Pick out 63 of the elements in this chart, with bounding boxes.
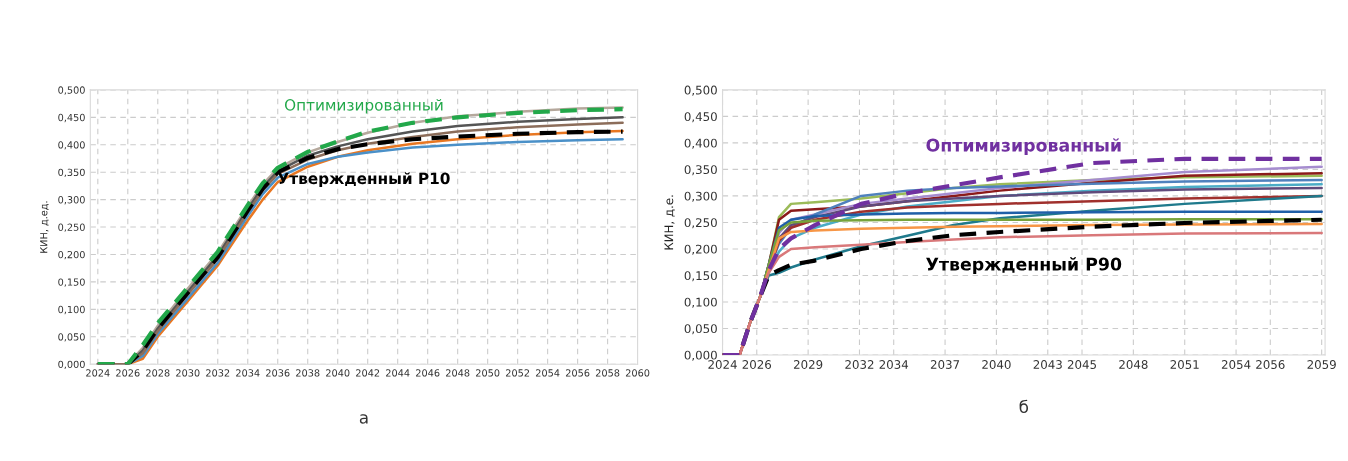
x-tick-label: 2040 — [326, 369, 350, 377]
y-tick-label: 0,000 — [684, 350, 717, 361]
x-tick-label: 2059 — [1307, 360, 1336, 369]
x-tick-label: 2045 — [1067, 360, 1096, 369]
x-tick-label: 2050 — [476, 369, 500, 377]
y-axis-title: КИН, д.е. — [664, 195, 675, 250]
y-tick-label: 0,300 — [58, 196, 85, 205]
x-tick-label: 2060 — [625, 369, 650, 377]
x-tick-label: 2046 — [416, 369, 440, 377]
y-tick-label: 0,450 — [58, 113, 85, 123]
x-tick-label: 2024 — [708, 360, 737, 369]
y-tick-label: 0,400 — [58, 141, 85, 150]
x-tick-label: 2036 — [266, 369, 290, 377]
x-tick-label: 2026 — [116, 369, 140, 377]
x-tick-label: 2026 — [742, 360, 772, 369]
x-tick-label: 2032 — [206, 369, 230, 377]
x-tick-label: 2032 — [845, 360, 874, 369]
y-tick-label: 0,350 — [58, 168, 85, 178]
y-tick-label: 0,450 — [684, 112, 717, 123]
x-tick-label: 2040 — [982, 360, 1011, 369]
y-tick-label: 0,500 — [684, 85, 717, 96]
x-tick-label: 2048 — [1119, 360, 1148, 369]
y-tick-label: 0,100 — [58, 305, 85, 315]
y-tick-label: 0,500 — [58, 86, 85, 95]
text: б — [1019, 399, 1029, 413]
x-tick-label: 2056 — [565, 369, 590, 377]
y-tick-label: 0,150 — [684, 271, 717, 282]
x-tick-label: 2058 — [595, 369, 620, 377]
x-tick-label: 2048 — [446, 369, 470, 377]
x-tick-label: 2056 — [1256, 360, 1285, 369]
y-tick-label: 0,000 — [58, 360, 85, 370]
y-axis-title: КИН, д.ед. — [40, 201, 49, 253]
x-tick-label: 2054 — [1221, 360, 1251, 369]
x-tick-label: 2051 — [1170, 360, 1199, 369]
y-tick-label: 0,050 — [684, 324, 717, 335]
x-tick-label: 2034 — [879, 360, 909, 369]
x-tick-label: 2038 — [296, 369, 320, 377]
y-tick-label: 0,150 — [58, 278, 85, 287]
x-tick-label: 2024 — [86, 369, 110, 377]
x-tick-label: 2052 — [505, 369, 530, 377]
series-label: Утвержденный P10 — [277, 172, 450, 188]
y-tick-label: 0,300 — [684, 191, 717, 202]
x-tick-label: 2034 — [236, 369, 260, 377]
x-tick-label: 2030 — [176, 369, 200, 377]
series-label: Утвержденный P90 — [926, 257, 1122, 274]
x-tick-label: 2042 — [356, 369, 380, 377]
y-tick-label: 0,200 — [58, 250, 85, 260]
y-tick-label: 0,250 — [684, 218, 717, 229]
x-tick-label: 2028 — [146, 369, 170, 377]
x-tick-label: 2054 — [535, 369, 560, 377]
series-label: Оптимизированный — [284, 98, 443, 114]
series-label: Оптимизированный — [926, 138, 1121, 156]
x-tick-label: 2044 — [386, 369, 410, 377]
x-tick-label: 2029 — [793, 360, 823, 369]
x-tick-label: 2043 — [1033, 360, 1062, 369]
y-tick-label: 0,350 — [684, 165, 717, 176]
y-tick-label: 0,250 — [58, 223, 85, 232]
y-tick-label: 0,400 — [684, 138, 717, 149]
y-tick-label: 0,200 — [684, 244, 717, 255]
x-tick-label: 2037 — [930, 360, 960, 369]
y-tick-label: 0,050 — [58, 333, 85, 342]
y-tick-label: 0,100 — [684, 297, 717, 308]
text: а — [359, 414, 368, 424]
